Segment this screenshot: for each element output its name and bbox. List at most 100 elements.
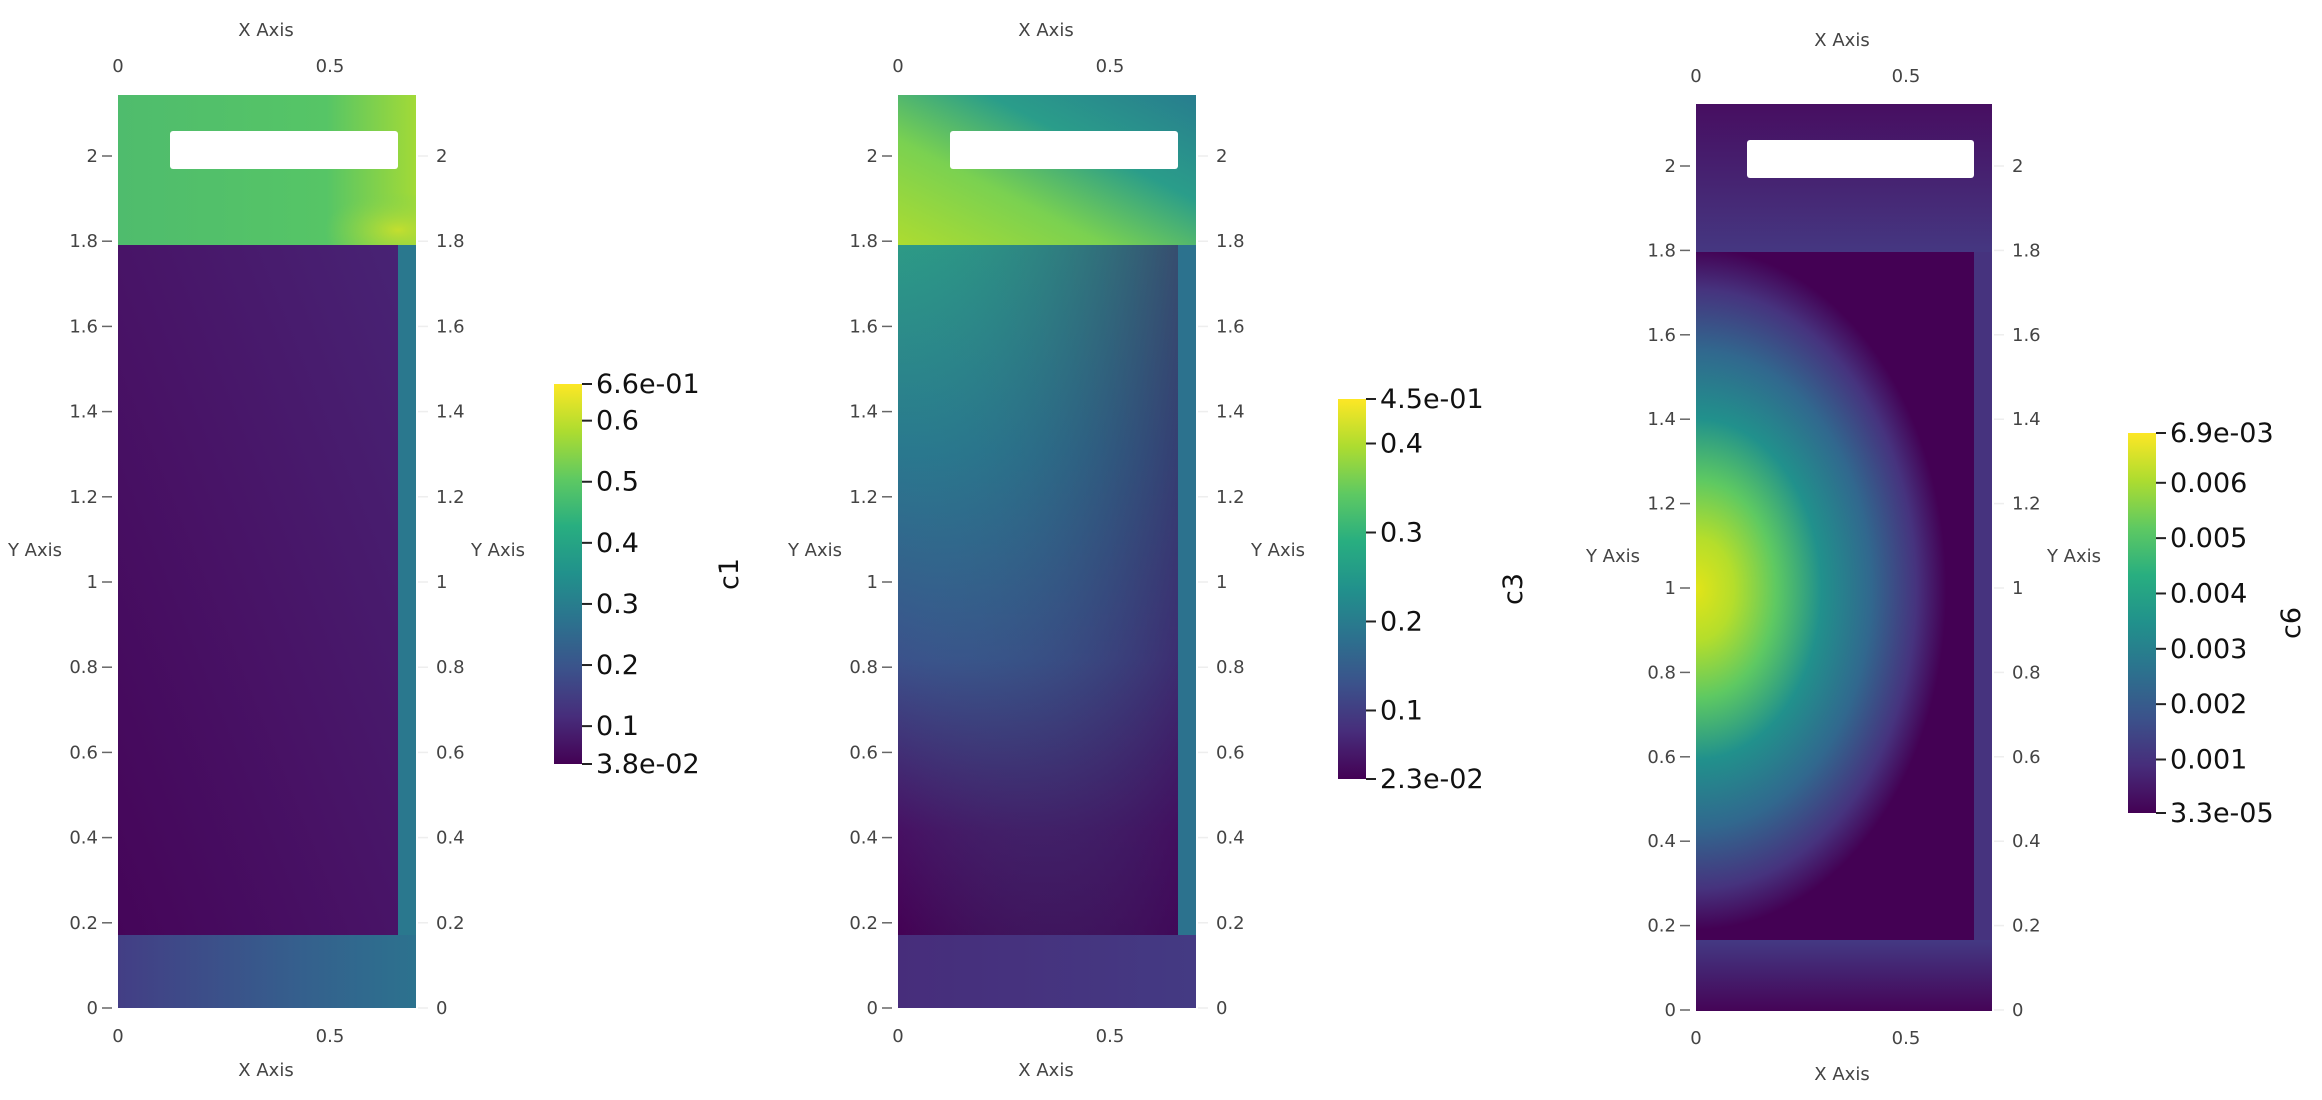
- y-axis-title-left: Y Axis: [7, 540, 62, 561]
- colorbar-min-label: 3.3e-05: [2170, 798, 2274, 829]
- y-tick-right: 0: [1216, 998, 1227, 1019]
- x-tick-bottom-0: 0: [112, 1026, 123, 1047]
- y-tick-left: 1.6: [849, 316, 878, 337]
- y-tick-right: 0.4: [1216, 828, 1245, 849]
- y-tick-left: 1.6: [69, 316, 98, 337]
- y-tick-right: 1.4: [2012, 409, 2041, 430]
- y-tick-right: 0.6: [2012, 747, 2041, 768]
- y-tick-right: 0.2: [1216, 913, 1245, 934]
- region-main-domain: [118, 245, 398, 935]
- colorbar-tick-label: 0.2: [1380, 606, 1423, 637]
- y-tick-right: 0.6: [436, 742, 465, 763]
- y-tick-right: 0.8: [2012, 662, 2041, 683]
- colorbar-tick-label: 0.4: [596, 528, 639, 559]
- x-tick-top-0: 0: [892, 56, 903, 77]
- y-tick-left: 1.8: [69, 231, 98, 252]
- y-tick-right: 0.4: [436, 828, 465, 849]
- region-hole: [1747, 140, 1974, 178]
- colorbar-min-label: 3.8e-02: [596, 749, 700, 780]
- colorbar-title-c3: c3: [1498, 573, 1529, 605]
- x-axis-title-top: X Axis: [1814, 30, 1869, 51]
- y-tick-right: 1: [2012, 578, 2023, 599]
- y-tick-right: 1.4: [1216, 402, 1245, 423]
- x-tick-top-0: 0: [112, 56, 123, 77]
- colorbar-max-label: 6.9e-03: [2170, 418, 2274, 449]
- y-tick-left: 1: [1665, 578, 1676, 599]
- region-bottom-layer: [898, 935, 1196, 1008]
- y-tick-right: 0.6: [1216, 742, 1245, 763]
- colorbar-tick-label: 0.006: [2170, 468, 2247, 499]
- y-tick-right: 1: [436, 572, 447, 593]
- colorbar-title-c6: c6: [2276, 607, 2307, 639]
- y-tick-left: 0.2: [69, 913, 98, 934]
- colorbar-title-c1: c1: [714, 558, 745, 590]
- colorbar-ticks-c6: 6.9e-03 0.001 0.002 0.003 0.004 0.005 0.006 3.3…: [2156, 418, 2274, 829]
- x-tick-top-1: 0.5: [1892, 66, 1921, 87]
- y-tick-left: 1.4: [849, 402, 878, 423]
- colorbar-tick-label: 0.003: [2170, 634, 2247, 665]
- y-tick-right: 1.8: [436, 231, 465, 252]
- y-tick-left: 0.2: [1647, 916, 1676, 937]
- y-tick-right: 1.2: [2012, 494, 2041, 515]
- y-tick-right: 0: [436, 998, 447, 1019]
- x-axis-title-top: X Axis: [238, 20, 293, 41]
- region-main-shading: [898, 245, 1178, 935]
- y-tick-left: 0.6: [849, 742, 878, 763]
- colorbar-tick-label: 0.5: [596, 467, 639, 498]
- y-axis-title-right: Y Axis: [470, 540, 525, 561]
- y-tick-right: 2: [1216, 146, 1227, 167]
- colorbar-tick-label: 0.002: [2170, 689, 2247, 720]
- y-axis-title-left: Y Axis: [787, 540, 842, 561]
- y-tick-right: 1.6: [1216, 316, 1245, 337]
- y-tick-left: 0.4: [69, 828, 98, 849]
- y-tick-left: 1: [87, 572, 98, 593]
- colorbar-tick-label: 0.005: [2170, 523, 2247, 554]
- colorbar-ticks-c3: 4.5e-01 0.1 0.2 0.3 0.4 2.3e-02: [1366, 384, 1484, 795]
- y-tick-right: 0.2: [2012, 916, 2041, 937]
- region-right-strip: [1974, 252, 1992, 940]
- y-tick-right: 1.6: [2012, 325, 2041, 346]
- colorbar-tick-label: 0.4: [1380, 428, 1423, 459]
- y-tick-right: 1.6: [436, 316, 465, 337]
- panel-c3: X Axis 0 0.5 X Axis 0 0.5 Y Axis Y Axis …: [787, 20, 1529, 1081]
- y-tick-left: 0: [87, 998, 98, 1019]
- panel-c6: X Axis 0 0.5 X Axis 0 0.5 Y Axis Y Axis …: [1585, 30, 2307, 1085]
- colorbar-ticks-c1: 6.6e-01 0.1 0.2 0.3 0.4 0.5 0.6 3.8e-02: [582, 369, 700, 780]
- colorbar-tick-label: 0.3: [596, 589, 639, 620]
- y-tick-left: 2: [867, 146, 878, 167]
- region-right-strip: [398, 245, 416, 935]
- y-tick-left: 1.2: [849, 487, 878, 508]
- colorbar-max-label: 6.6e-01: [596, 369, 700, 400]
- y-tick-left: 1: [867, 572, 878, 593]
- region-top-hotspot: [118, 95, 416, 245]
- y-tick-right: 1: [1216, 572, 1227, 593]
- y-tick-left: 0.6: [1647, 747, 1676, 768]
- y-tick-left: 0.8: [69, 657, 98, 678]
- region-bottom-layer: [118, 935, 416, 1008]
- region-hole: [950, 131, 1178, 169]
- region-main-domain: [1696, 252, 1974, 940]
- y-tick-left: 1.4: [69, 402, 98, 423]
- y-tick-left: 2: [87, 146, 98, 167]
- y-tick-right: 2: [2012, 156, 2023, 177]
- colorbar-tick-label: 0.6: [596, 406, 639, 437]
- heatmap-c1: [118, 95, 416, 1008]
- region-right-strip: [1178, 245, 1196, 935]
- y-tick-right: 0: [2012, 1000, 2023, 1021]
- y-tick-left: 0: [1665, 1000, 1676, 1021]
- y-tick-left: 2: [1665, 156, 1676, 177]
- colorbar-c3: [1338, 399, 1366, 779]
- y-axis-title-right: Y Axis: [2046, 546, 2101, 567]
- y-ticks-c3: 0 0 0.2 0.2 0.4 0.4 0.6 0.6 0.8 0.8 1 1 1.2 1.2 1.4 1.4…: [849, 146, 1244, 1019]
- y-tick-right: 1.8: [2012, 240, 2041, 261]
- y-tick-right: 1.2: [1216, 487, 1245, 508]
- x-tick-bottom-0: 0: [892, 1026, 903, 1047]
- colorbar-min-label: 2.3e-02: [1380, 764, 1484, 795]
- y-tick-left: 0: [867, 998, 878, 1019]
- colorbar-tick-label: 0.1: [1380, 695, 1423, 726]
- x-axis-title-top: X Axis: [1018, 20, 1073, 41]
- y-tick-right: 0.4: [2012, 831, 2041, 852]
- colorbar-tick-label: 0.004: [2170, 578, 2247, 609]
- y-tick-right: 1.2: [436, 487, 465, 508]
- x-tick-bottom-1: 0.5: [1096, 1026, 1125, 1047]
